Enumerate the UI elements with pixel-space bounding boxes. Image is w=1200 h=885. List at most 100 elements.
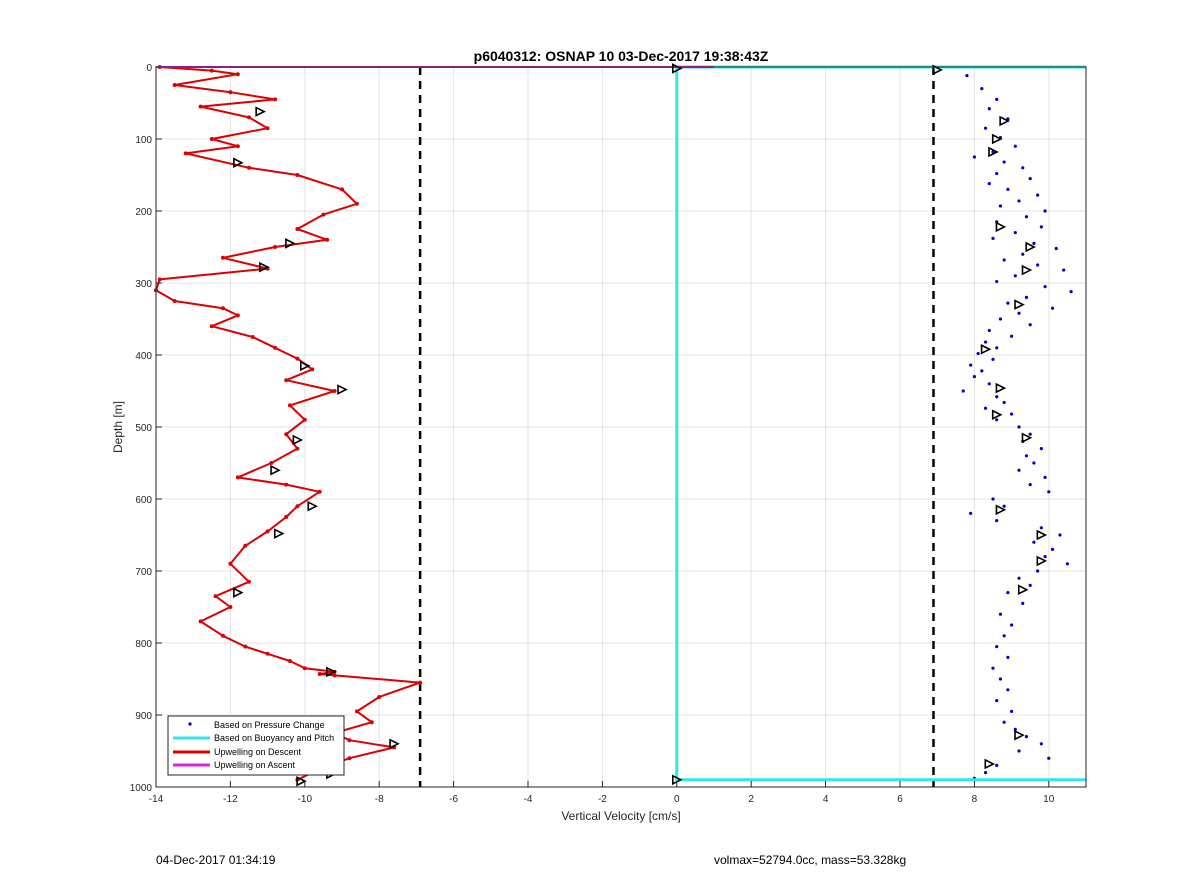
pressure-point	[1021, 166, 1025, 170]
triangle-marker	[991, 409, 1003, 421]
triangle-marker	[273, 528, 285, 539]
descent-point	[332, 673, 337, 678]
triangle-marker	[255, 106, 266, 117]
triangle-marker	[285, 238, 296, 249]
y-tick-label: 900	[135, 711, 152, 722]
y-tick-label: 600	[135, 495, 152, 506]
pressure-point	[987, 328, 991, 333]
pressure-point	[1021, 601, 1025, 606]
pressure-point	[995, 346, 999, 350]
pressure-point	[1039, 225, 1043, 229]
pressure-point	[1006, 187, 1010, 191]
descent-point	[172, 83, 177, 87]
pressure-point	[995, 519, 999, 523]
x-tick-label: -2	[598, 794, 607, 805]
pressure-point	[1006, 688, 1010, 692]
x-tick-label: 8	[972, 794, 978, 805]
descent-point	[198, 104, 203, 109]
descent-point	[284, 378, 289, 383]
pressure-point	[1010, 623, 1014, 627]
descent-point	[247, 165, 251, 170]
y-tick-label: 800	[135, 639, 152, 650]
descent-point	[235, 72, 240, 77]
pressure-point	[965, 74, 969, 78]
triangle-marker	[389, 738, 400, 750]
triangle-marker	[995, 382, 1007, 394]
pressure-point	[1032, 540, 1036, 544]
triangle-marker	[326, 666, 337, 678]
x-tick-label: 4	[823, 794, 829, 805]
y-tick-label: 700	[135, 567, 152, 578]
chart-title: p6040312: OSNAP 10 03-Dec-2017 19:38:43Z	[474, 48, 769, 64]
triangle-marker	[1021, 264, 1033, 276]
descent-point	[295, 173, 300, 177]
pressure-point	[972, 155, 977, 159]
pressure-point	[991, 236, 995, 240]
x-tick-label: 2	[748, 794, 754, 805]
pressure-point	[1017, 425, 1021, 429]
pressure-point	[1028, 583, 1032, 588]
x-tick-label: -10	[298, 794, 313, 805]
x-tick-label: -8	[375, 794, 384, 805]
pressure-point	[995, 171, 999, 176]
descent-point	[273, 345, 278, 350]
pressure-point	[1047, 756, 1051, 760]
descent-point	[284, 482, 289, 487]
triangle-marker	[1014, 299, 1025, 310]
x-tick-label: 6	[897, 794, 903, 805]
triangle-marker	[337, 384, 348, 395]
pressure-point	[1010, 412, 1014, 416]
pressure-point	[1017, 311, 1021, 315]
y-tick-label: 400	[135, 351, 152, 362]
descent-point	[183, 151, 188, 156]
x-tick-label: -14	[149, 794, 164, 805]
descent-point	[269, 461, 274, 465]
pressure-point	[1002, 634, 1006, 638]
pressure-point	[1017, 576, 1021, 580]
pressure-point	[995, 395, 999, 399]
triangle-marker	[1017, 584, 1029, 596]
pressure-point	[1017, 468, 1021, 472]
legend-label-buoyancy: Based on Buoyancy and Pitch	[214, 733, 334, 743]
descent-point	[273, 97, 278, 102]
legend-label-ascent: Upwelling on Ascent	[214, 760, 296, 770]
footer-glider-params: volmax=52794.0cc, mass=53.328kg	[714, 853, 907, 867]
descent-point	[213, 594, 218, 599]
pressure-point	[1036, 569, 1040, 573]
descent-point	[295, 504, 300, 509]
pressure-point	[1002, 504, 1006, 508]
reference-lines	[418, 67, 935, 787]
pressure-point	[1006, 655, 1010, 660]
y-tick-label: 100	[135, 135, 152, 146]
pressure-point	[980, 87, 984, 91]
pressure-point	[1036, 263, 1040, 267]
pressure-point	[1069, 290, 1073, 294]
footer-timestamp: 04-Dec-2017 01:34:19	[156, 853, 276, 867]
pressure-point	[1062, 268, 1066, 272]
x-tick-label: -12	[223, 794, 238, 805]
pressure-point	[1043, 555, 1047, 559]
pressure-point	[998, 612, 1003, 616]
descent-point	[265, 126, 270, 131]
pressure-point	[1024, 295, 1029, 299]
pressure-point	[972, 375, 977, 379]
descent-point	[273, 245, 278, 249]
descent-point	[172, 299, 177, 303]
triangle-marker	[292, 434, 304, 446]
pressure-point	[969, 511, 973, 515]
legend-label-pressure: Based on Pressure Change	[214, 720, 325, 730]
series-line-based-on-buoyancy-and-pitch	[675, 65, 1086, 782]
y-tick-label: 300	[135, 279, 152, 290]
pressure-point	[1065, 562, 1069, 566]
y-axis-label: Depth [m]	[111, 401, 125, 453]
descent-point	[265, 529, 270, 534]
pressure-point	[1028, 177, 1032, 181]
triangle-marker	[233, 587, 244, 598]
descent-point	[295, 446, 300, 451]
pressure-point	[987, 182, 991, 186]
pressure-point	[998, 677, 1003, 681]
triangle-marker	[984, 758, 996, 770]
x-tick-label: 10	[1043, 794, 1055, 805]
pressure-point	[1006, 591, 1010, 595]
